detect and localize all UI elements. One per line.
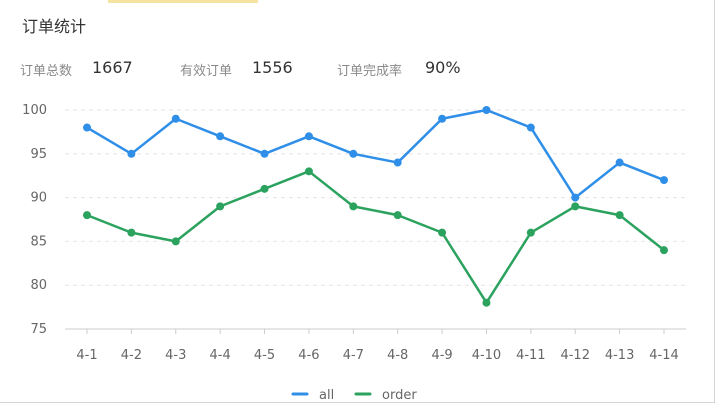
x-tick-label: 4-4 [210,348,231,363]
stat-completion-rate-label: 订单完成率 [337,64,403,79]
data-point-order[interactable] [83,211,91,220]
chart-legend[interactable]: all order [291,388,417,403]
data-point-order[interactable] [660,246,668,255]
stat-completion-rate: 订单完成率 90% [337,58,461,79]
top-highlight-strip [108,0,258,3]
y-tick-label: 75 [30,322,47,337]
y-tick-label: 80 [30,278,47,293]
data-point-order[interactable] [615,211,624,220]
data-point-all[interactable] [171,114,180,123]
stat-total-orders-value: 1667 [92,58,133,77]
x-tick-label: 4-8 [387,348,408,363]
data-point-order[interactable] [349,202,358,211]
data-point-order[interactable] [438,228,447,237]
data-point-order[interactable] [171,237,180,246]
data-point-all[interactable] [482,106,491,114]
data-point-all[interactable] [216,132,225,141]
stat-valid-orders-value: 1556 [252,58,293,77]
data-point-order[interactable] [260,184,269,193]
x-tick-label: 4-1 [76,348,97,363]
data-point-all[interactable] [438,114,447,123]
legend-label-all[interactable]: all [319,388,334,403]
y-tick-label: 90 [30,191,47,206]
data-point-order[interactable] [127,228,136,237]
data-point-order[interactable] [482,298,491,307]
x-tick-label: 4-14 [649,348,679,363]
data-point-order[interactable] [393,211,402,220]
data-point-all[interactable] [83,123,91,132]
y-tick-label: 85 [30,234,47,249]
card-title: 订单统计 [22,17,87,36]
chart-axes: 75 80 85 90 95 100 4-1 4-2 4-3 4-4 4-5 4-6 4-7 4-8 4-9… [22,103,686,363]
legend-label-order[interactable]: order [382,388,417,403]
series-line-order [85,170,666,304]
data-point-all[interactable] [660,176,668,185]
stat-valid-orders: 有效订单 1556 [180,58,293,79]
series-line-all [85,108,666,199]
x-tick-label: 4-5 [254,348,275,363]
y-tick-label: 100 [22,103,47,118]
data-point-all[interactable] [615,158,624,167]
x-tick-label: 4-2 [121,348,142,363]
data-point-all[interactable] [127,149,136,158]
chart-grid [65,109,686,286]
data-point-all[interactable] [526,123,535,132]
chart-series [83,106,668,307]
order-line-chart: 75 80 85 90 95 100 4-1 4-2 4-3 4-4 4-5 4-6 4-7 4-8 4-9… [22,103,686,403]
data-point-all[interactable] [304,132,313,141]
order-stats-card: 订单统计 订单总数 1667 有效订单 1556 订单完成率 90% 75 80 8… [0,0,715,403]
x-tick-label: 4-13 [605,348,635,363]
stat-valid-orders-label: 有效订单 [180,64,233,79]
stat-total-orders: 订单总数 1667 [20,58,133,79]
x-tick-label: 4-12 [560,348,590,363]
data-point-order[interactable] [216,202,225,211]
x-tick-label: 4-11 [516,348,546,363]
stat-total-orders-label: 订单总数 [20,64,73,79]
x-tick-label: 4-9 [431,348,452,363]
data-point-order[interactable] [526,228,535,237]
data-point-all[interactable] [571,193,580,202]
data-point-all[interactable] [260,149,269,158]
data-point-all[interactable] [393,158,402,167]
data-point-order[interactable] [304,167,313,176]
data-point-order[interactable] [571,202,580,211]
x-tick-label: 4-7 [343,348,364,363]
stat-completion-rate-value: 90% [425,58,461,77]
x-tick-label: 4-6 [298,348,319,363]
x-tick-label: 4-10 [472,348,502,363]
x-tick-label: 4-3 [165,348,186,363]
data-point-all[interactable] [349,149,358,158]
y-tick-label: 95 [30,147,47,162]
